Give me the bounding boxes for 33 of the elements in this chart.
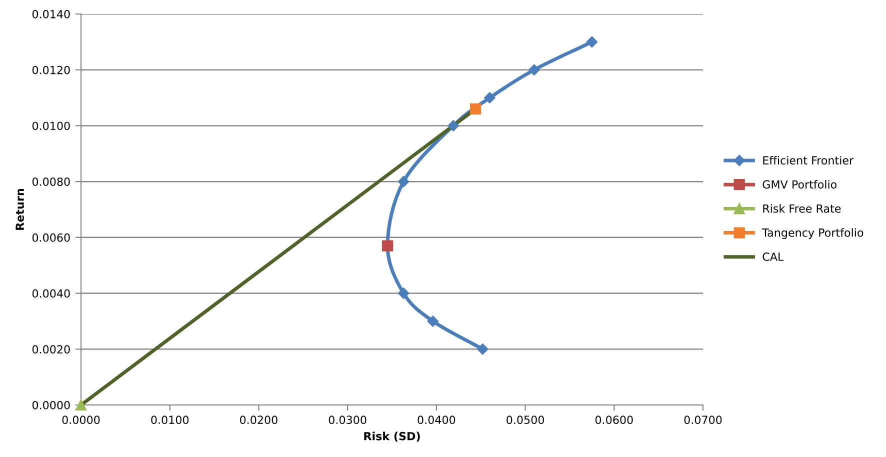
x-tick-label: 0.0600 bbox=[595, 416, 633, 424]
y-tick-label: 0.0100 bbox=[32, 122, 70, 130]
x-tick-label: 0.0100 bbox=[151, 416, 189, 424]
legend-label: Efficient Frontier bbox=[763, 156, 854, 165]
y-tick-label: 0.0060 bbox=[32, 233, 70, 242]
x-tick-label: 0.0400 bbox=[418, 416, 456, 424]
legend-label: GMV Portfolio bbox=[762, 180, 837, 189]
x-tick-label: 0.0700 bbox=[684, 416, 722, 424]
point bbox=[427, 316, 438, 327]
point bbox=[528, 64, 540, 76]
y-tick-label: 0.0080 bbox=[32, 178, 70, 186]
x-axis-title: Risk (SD) bbox=[364, 432, 420, 442]
y-tick-label: 0.0020 bbox=[32, 345, 70, 354]
legend-label: CAL bbox=[762, 252, 784, 261]
x-tick-label: 0.0500 bbox=[506, 416, 544, 424]
point bbox=[586, 36, 598, 48]
y-tick-label: 0.0040 bbox=[32, 289, 70, 298]
point bbox=[484, 92, 496, 104]
legend-label: Tangency Portfolio bbox=[762, 228, 864, 239]
y-tick-label: 0.0000 bbox=[32, 400, 70, 410]
point bbox=[448, 120, 459, 132]
y-axis-title: Return bbox=[16, 189, 24, 230]
legend-label: Risk Free Rate bbox=[763, 204, 841, 213]
point bbox=[398, 288, 410, 299]
point bbox=[470, 103, 482, 115]
x-tick-label: 0.0300 bbox=[328, 416, 366, 424]
point bbox=[477, 344, 488, 355]
y-tick-label: 0.0140 bbox=[32, 10, 70, 18]
point bbox=[75, 399, 87, 411]
x-tick-label: 0.0000 bbox=[62, 416, 100, 424]
x-tick-label: 0.0200 bbox=[240, 416, 278, 424]
y-tick-label: 0.0120 bbox=[32, 66, 70, 74]
point bbox=[398, 176, 410, 188]
